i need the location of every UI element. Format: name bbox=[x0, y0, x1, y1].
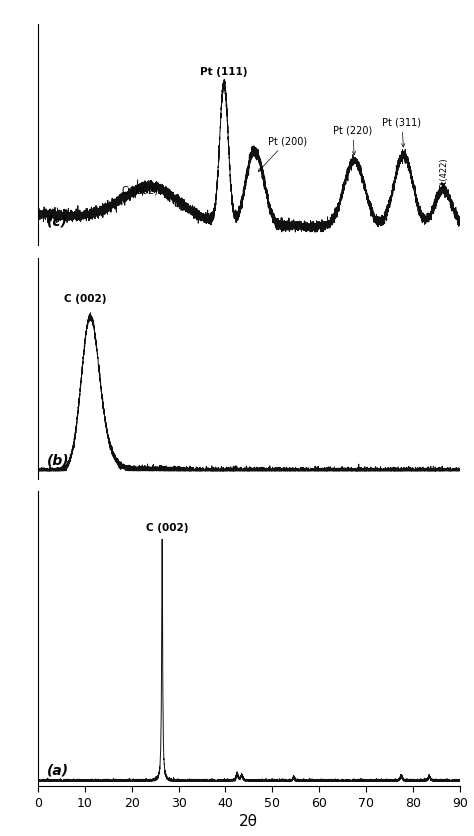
Text: C (002): C (002) bbox=[122, 186, 158, 196]
Text: (c): (c) bbox=[47, 215, 68, 228]
Text: Pt(422): Pt(422) bbox=[439, 157, 447, 187]
Text: Pt (111): Pt (111) bbox=[200, 67, 248, 77]
Text: (b): (b) bbox=[47, 452, 70, 466]
Text: C (002): C (002) bbox=[64, 294, 106, 304]
Text: C (002): C (002) bbox=[146, 522, 188, 533]
X-axis label: 2θ: 2θ bbox=[239, 813, 258, 828]
Text: Pt (311): Pt (311) bbox=[383, 118, 421, 148]
Text: (a): (a) bbox=[47, 762, 69, 776]
Text: Pt (220): Pt (220) bbox=[333, 125, 373, 155]
Text: Pt (200): Pt (200) bbox=[258, 136, 307, 172]
